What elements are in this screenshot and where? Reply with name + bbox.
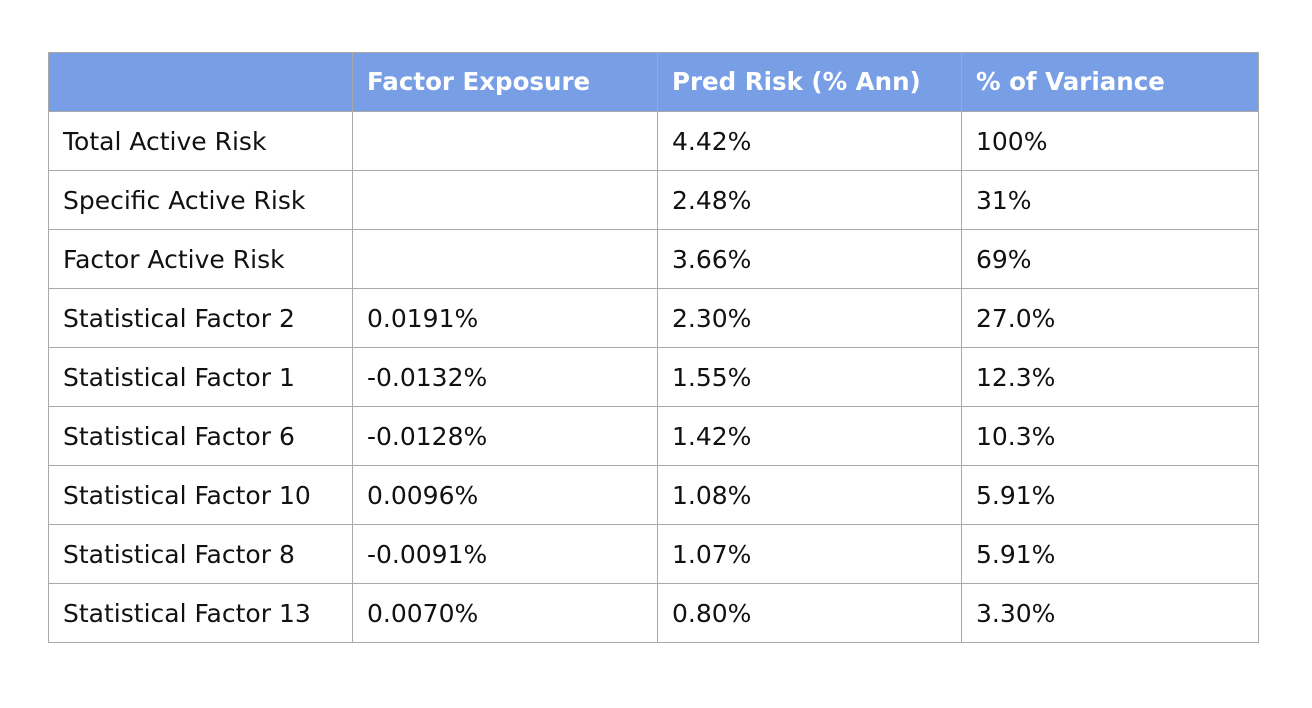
row-label-cell: Statistical Factor 1 <box>48 347 353 407</box>
table-row: Statistical Factor 8 -0.0091% 1.07% 5.91… <box>48 524 1259 584</box>
header-cell-pct-variance: % of Variance <box>961 52 1259 112</box>
factor-exposure-cell <box>352 170 658 230</box>
row-label-cell: Factor Active Risk <box>48 229 353 289</box>
row-label-cell: Statistical Factor 10 <box>48 465 353 525</box>
factor-exposure-cell <box>352 111 658 171</box>
table-row: Specific Active Risk 2.48% 31% <box>48 170 1259 230</box>
header-cell-label <box>48 52 353 112</box>
header-cell-pred-risk: Pred Risk (% Ann) <box>657 52 962 112</box>
factor-exposure-cell: -0.0128% <box>352 406 658 466</box>
pred-risk-cell: 2.48% <box>657 170 962 230</box>
table-row: Statistical Factor 6 -0.0128% 1.42% 10.3… <box>48 406 1259 466</box>
pred-risk-cell: 4.42% <box>657 111 962 171</box>
table-row: Factor Active Risk 3.66% 69% <box>48 229 1259 289</box>
factor-exposure-cell: 0.0096% <box>352 465 658 525</box>
pred-risk-cell: 1.42% <box>657 406 962 466</box>
table-row: Statistical Factor 10 0.0096% 1.08% 5.91… <box>48 465 1259 525</box>
table-row: Total Active Risk 4.42% 100% <box>48 111 1259 171</box>
pct-variance-cell: 12.3% <box>961 347 1259 407</box>
row-label-cell: Statistical Factor 8 <box>48 524 353 584</box>
pred-risk-cell: 0.80% <box>657 583 962 643</box>
factor-exposure-cell: 0.0070% <box>352 583 658 643</box>
pred-risk-cell: 1.08% <box>657 465 962 525</box>
row-label-cell: Statistical Factor 2 <box>48 288 353 348</box>
pct-variance-cell: 31% <box>961 170 1259 230</box>
pct-variance-cell: 5.91% <box>961 524 1259 584</box>
factor-exposure-cell: -0.0091% <box>352 524 658 584</box>
factor-exposure-cell: -0.0132% <box>352 347 658 407</box>
risk-table-container: Factor Exposure Pred Risk (% Ann) % of V… <box>48 52 1259 643</box>
header-row: Factor Exposure Pred Risk (% Ann) % of V… <box>48 52 1259 112</box>
pred-risk-cell: 1.07% <box>657 524 962 584</box>
pred-risk-cell: 3.66% <box>657 229 962 289</box>
row-label-cell: Statistical Factor 13 <box>48 583 353 643</box>
table-row: Statistical Factor 2 0.0191% 2.30% 27.0% <box>48 288 1259 348</box>
risk-decomposition-table: Factor Exposure Pred Risk (% Ann) % of V… <box>48 52 1259 643</box>
table-row: Statistical Factor 1 -0.0132% 1.55% 12.3… <box>48 347 1259 407</box>
pct-variance-cell: 5.91% <box>961 465 1259 525</box>
table-header: Factor Exposure Pred Risk (% Ann) % of V… <box>48 52 1259 112</box>
factor-exposure-cell <box>352 229 658 289</box>
pct-variance-cell: 27.0% <box>961 288 1259 348</box>
pct-variance-cell: 3.30% <box>961 583 1259 643</box>
table-body: Total Active Risk 4.42% 100% Specific Ac… <box>48 111 1259 643</box>
row-label-cell: Statistical Factor 6 <box>48 406 353 466</box>
pred-risk-cell: 2.30% <box>657 288 962 348</box>
pct-variance-cell: 100% <box>961 111 1259 171</box>
pred-risk-cell: 1.55% <box>657 347 962 407</box>
row-label-cell: Total Active Risk <box>48 111 353 171</box>
table-row: Statistical Factor 13 0.0070% 0.80% 3.30… <box>48 583 1259 643</box>
pct-variance-cell: 69% <box>961 229 1259 289</box>
header-cell-factor-exposure: Factor Exposure <box>352 52 658 112</box>
factor-exposure-cell: 0.0191% <box>352 288 658 348</box>
pct-variance-cell: 10.3% <box>961 406 1259 466</box>
row-label-cell: Specific Active Risk <box>48 170 353 230</box>
